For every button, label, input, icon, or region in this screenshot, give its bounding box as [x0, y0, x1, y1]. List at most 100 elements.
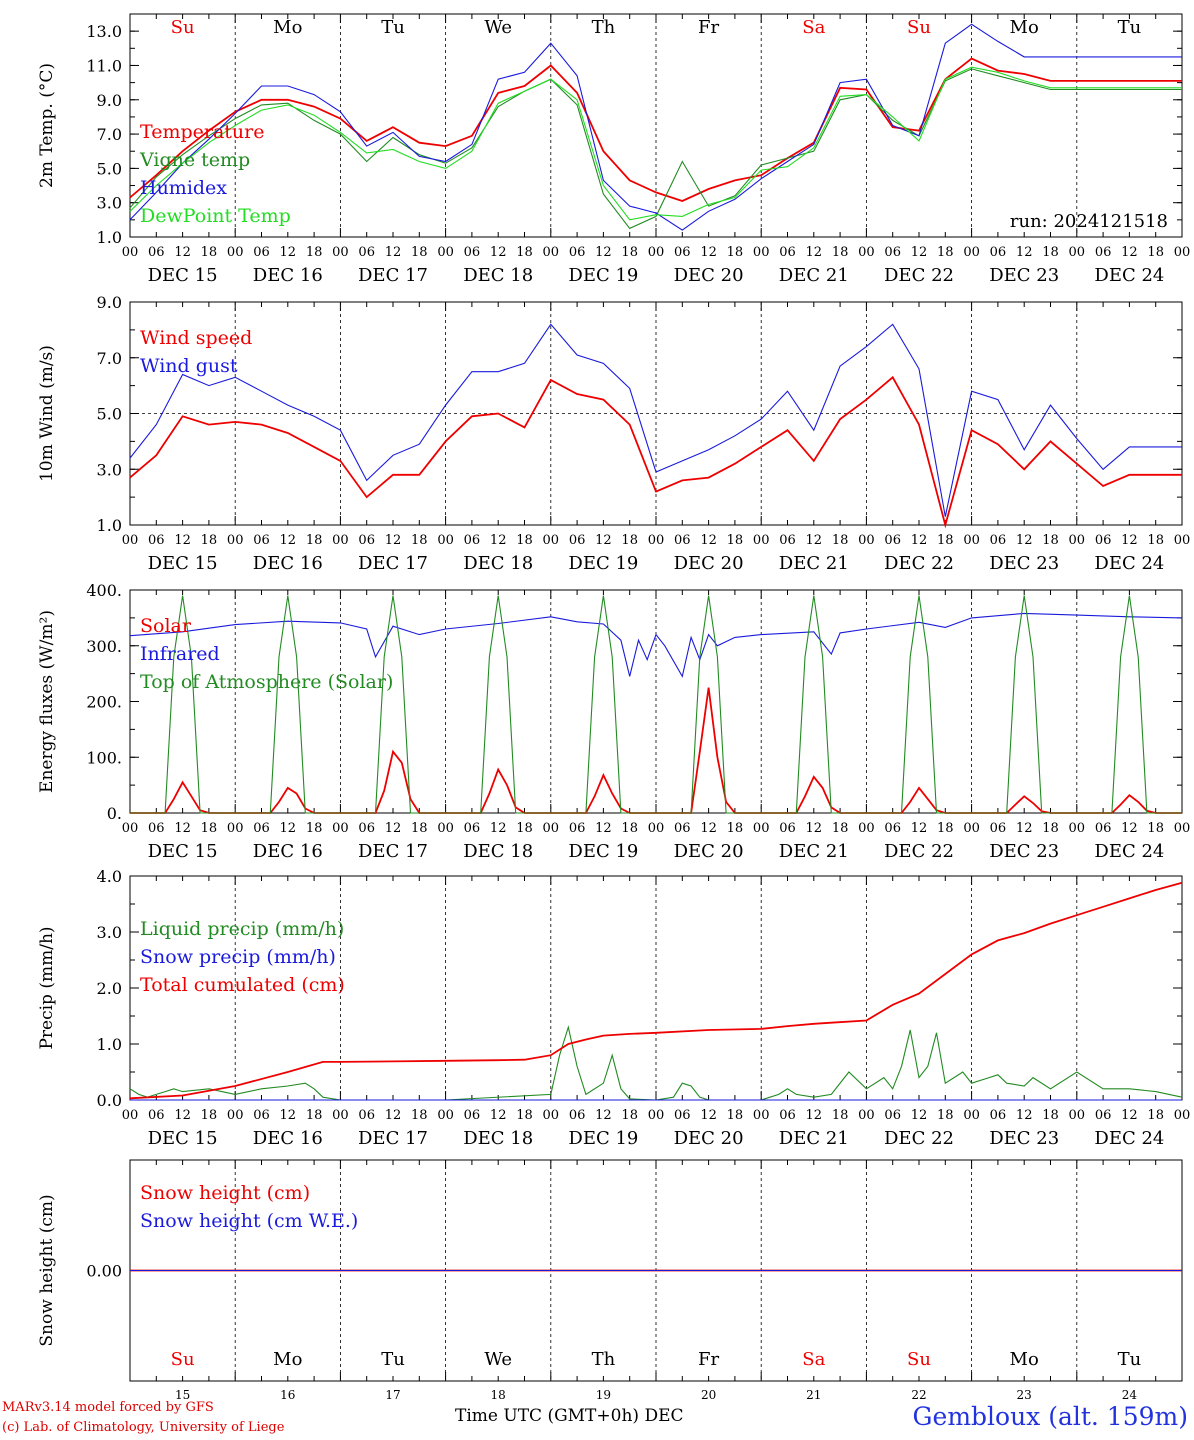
hour-label: 00 — [437, 821, 454, 836]
hour-label: 06 — [253, 1108, 270, 1123]
legend-entry: Vigne temp — [139, 149, 250, 171]
hour-label: 00 — [648, 821, 665, 836]
hour-label: 00 — [227, 533, 244, 548]
date-label: DEC 22 — [884, 1128, 954, 1149]
date-label: DEC 18 — [463, 841, 533, 862]
hour-label: 00 — [122, 821, 139, 836]
hour-label: 06 — [990, 821, 1007, 836]
y-axis-label: Precip (mm/h) — [37, 926, 57, 1049]
date-label: DEC 17 — [358, 1128, 428, 1149]
hour-label: 18 — [937, 245, 954, 260]
y-tick-label: 5.0 — [97, 405, 122, 424]
hour-label: 00 — [332, 245, 349, 260]
series-line — [129, 23, 1182, 231]
hour-label: 12 — [1016, 1108, 1033, 1123]
date-label: DEC 17 — [358, 553, 428, 574]
hour-label: 06 — [464, 1108, 481, 1123]
weekday-label: Fr — [698, 1349, 719, 1370]
hour-label: 06 — [1095, 245, 1112, 260]
date-label: DEC 17 — [358, 265, 428, 286]
y-tick-label: 0. — [107, 804, 122, 823]
hour-label: 00 — [332, 821, 349, 836]
hour-label: 00 — [858, 821, 875, 836]
series-line — [129, 1025, 1183, 1101]
hour-label: 18 — [832, 1108, 849, 1123]
hour-label: 18 — [621, 1108, 638, 1123]
y-axis-label: 2m Temp. (°C) — [37, 63, 57, 188]
hour-label: 06 — [569, 1108, 586, 1123]
weekday-label: Su — [171, 17, 195, 38]
hour-label: 18 — [411, 821, 428, 836]
hour-label: 06 — [884, 1108, 901, 1123]
hour-label: 18 — [411, 1108, 428, 1123]
series-line — [129, 612, 1183, 678]
day-number-label: 19 — [596, 1388, 611, 1402]
hour-label: 00 — [437, 1108, 454, 1123]
y-tick-label: 0.0 — [97, 1091, 122, 1110]
series-line — [129, 68, 1182, 230]
legend-entry: Humidex — [140, 177, 227, 199]
hour-label: 12 — [490, 1108, 507, 1123]
y-tick-label: 1.0 — [97, 516, 122, 535]
hour-label: 00 — [1174, 1108, 1191, 1123]
date-label: DEC 18 — [463, 553, 533, 574]
hour-label: 00 — [648, 1108, 665, 1123]
weekday-label: Fr — [698, 17, 719, 38]
date-label: DEC 20 — [674, 265, 744, 286]
date-label: DEC 24 — [1094, 553, 1164, 574]
y-tick-label: 9.0 — [97, 293, 122, 312]
day-number-label: 24 — [1122, 1388, 1138, 1402]
panel-temp: 1.0 3.0 5.0 7.0 9.0 11.0 13.0 2m Temp. (°C) Temp… — [37, 13, 1190, 286]
date-label: DEC 21 — [779, 1128, 849, 1149]
hour-label: 06 — [990, 245, 1007, 260]
hour-label: 18 — [832, 245, 849, 260]
hour-label: 00 — [437, 533, 454, 548]
hour-label: 12 — [700, 1108, 717, 1123]
hour-label: 18 — [306, 1108, 323, 1123]
hour-label: 18 — [411, 245, 428, 260]
hour-label: 06 — [674, 1108, 691, 1123]
hour-label: 12 — [911, 245, 928, 260]
weekday-label: Mo — [273, 1349, 302, 1370]
hour-label: 18 — [727, 1108, 744, 1123]
hour-label: 12 — [595, 821, 612, 836]
hour-label: 06 — [779, 533, 796, 548]
hour-label: 00 — [227, 245, 244, 260]
hour-label: 12 — [806, 821, 823, 836]
hour-label: 00 — [543, 533, 560, 548]
weekday-label: We — [484, 17, 512, 38]
date-label: DEC 20 — [674, 1128, 744, 1149]
y-tick-label: 3.0 — [97, 923, 122, 942]
hour-label: 12 — [385, 533, 402, 548]
hour-label: 00 — [753, 245, 770, 260]
series-line — [129, 57, 1182, 202]
hour-label: 06 — [990, 533, 1007, 548]
y-tick-label: 1.0 — [97, 228, 122, 247]
y-tick-label: 100. — [86, 748, 122, 767]
day-number-label: 17 — [385, 1388, 400, 1402]
hour-label: 06 — [358, 245, 375, 260]
date-label: DEC 22 — [884, 265, 954, 286]
hour-label: 06 — [1095, 533, 1112, 548]
hour-label: 18 — [516, 245, 533, 260]
hour-label: 18 — [516, 533, 533, 548]
date-label: DEC 17 — [358, 841, 428, 862]
date-label: DEC 19 — [568, 841, 638, 862]
y-tick-label: 7.0 — [97, 349, 122, 368]
date-label: DEC 21 — [779, 265, 849, 286]
hour-label: 12 — [595, 1108, 612, 1123]
date-label: DEC 21 — [779, 841, 849, 862]
panel-energy: 0. 100. 200. 300. 400. Energy fluxes (W/m²) So… — [37, 581, 1190, 862]
hour-label: 18 — [937, 1108, 954, 1123]
legend-entry: Wind gust — [140, 355, 238, 377]
hour-label: 18 — [937, 533, 954, 548]
hour-label: 06 — [148, 821, 165, 836]
date-label: DEC 23 — [989, 841, 1059, 862]
legend-entry: Top of Atmosphere (Solar) — [140, 671, 393, 693]
hour-label: 00 — [332, 1108, 349, 1123]
hour-label: 06 — [779, 1108, 796, 1123]
station-name: Gembloux (alt. 159m) — [912, 1402, 1188, 1431]
hour-label: 12 — [911, 821, 928, 836]
hour-label: 18 — [1147, 533, 1164, 548]
hour-label: 06 — [674, 533, 691, 548]
